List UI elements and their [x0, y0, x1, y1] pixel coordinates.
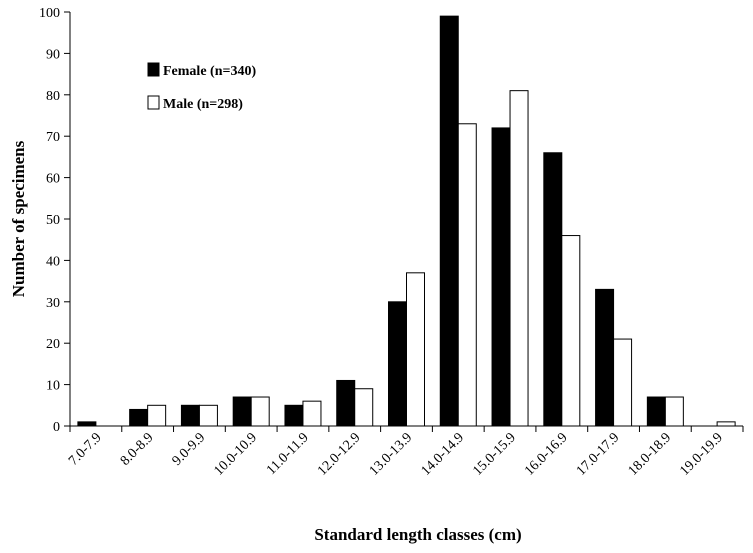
bar-female	[284, 404, 304, 427]
y-tick-label: 0	[53, 420, 60, 435]
bar-male	[561, 235, 581, 427]
x-tick-label: 8.0-8.9	[118, 430, 157, 469]
x-tick-label: 13.0-13.9	[367, 430, 416, 479]
bar-female	[388, 301, 407, 427]
y-tick-label: 70	[46, 130, 60, 145]
legend-swatch-male	[147, 95, 160, 110]
bar-male	[250, 396, 270, 427]
x-tick-label: 15.0-15.9	[470, 430, 519, 479]
y-tick-label: 100	[39, 6, 60, 21]
x-tick-label: 18.0-18.9	[626, 430, 675, 479]
y-axis-ticks: 0 10 20 30 40 50 60 70 80 90 100	[39, 6, 70, 435]
y-axis-title: Number of specimens	[9, 140, 28, 297]
x-tick-label: 14.0-14.9	[419, 430, 468, 479]
legend-label-male: Male (n=298)	[163, 97, 243, 112]
bar-male	[509, 90, 529, 427]
x-tick-label: 16.0-16.9	[522, 430, 571, 479]
bar-male	[406, 272, 425, 427]
x-axis-ticks: 7.0-7.9 8.0-8.9 9.0-9.9 10.0-10.9 11.0-11.9 1…	[66, 426, 744, 479]
bar-female	[336, 379, 356, 427]
x-axis-title: Standard length classes (cm)	[314, 525, 521, 544]
bar-female	[491, 127, 511, 427]
y-tick-label: 80	[46, 89, 60, 104]
x-tick-label: 19.0-19.9	[677, 430, 726, 479]
y-tick-label: 90	[46, 47, 60, 62]
bar-male	[716, 421, 736, 427]
x-tick-label: 12.0-12.9	[315, 430, 364, 479]
y-tick-label: 50	[46, 213, 60, 228]
y-tick-label: 60	[46, 172, 60, 187]
y-tick-label: 30	[46, 296, 60, 311]
bar-female	[439, 15, 459, 427]
bar-male	[147, 404, 167, 427]
bar-male	[198, 404, 218, 427]
bar-female	[129, 408, 149, 427]
bar-male	[354, 388, 374, 427]
y-tick-label: 40	[46, 254, 60, 269]
bar-male	[302, 400, 322, 427]
bar-female	[232, 396, 252, 427]
x-tick-label: 7.0-7.9	[66, 430, 105, 469]
x-tick-label: 9.0-9.9	[170, 430, 209, 469]
bar-female	[77, 421, 97, 427]
legend-swatch-female	[147, 62, 160, 77]
x-tick-label: 11.0-11.9	[264, 430, 312, 478]
y-tick-label: 10	[46, 379, 60, 394]
bar-female	[180, 404, 200, 427]
legend-label-female: Female (n=340)	[163, 64, 256, 79]
y-tick-label: 20	[46, 337, 60, 352]
bar-female	[646, 396, 666, 427]
bar-male	[457, 123, 477, 427]
legend: Female (n=340) Male (n=298)	[147, 62, 256, 112]
bar-male	[613, 338, 633, 427]
bar-female	[595, 288, 615, 427]
bar-female	[543, 152, 563, 427]
x-tick-label: 17.0-17.9	[574, 430, 623, 479]
bar-male	[664, 396, 684, 427]
x-tick-label: 10.0-10.9	[211, 430, 260, 479]
